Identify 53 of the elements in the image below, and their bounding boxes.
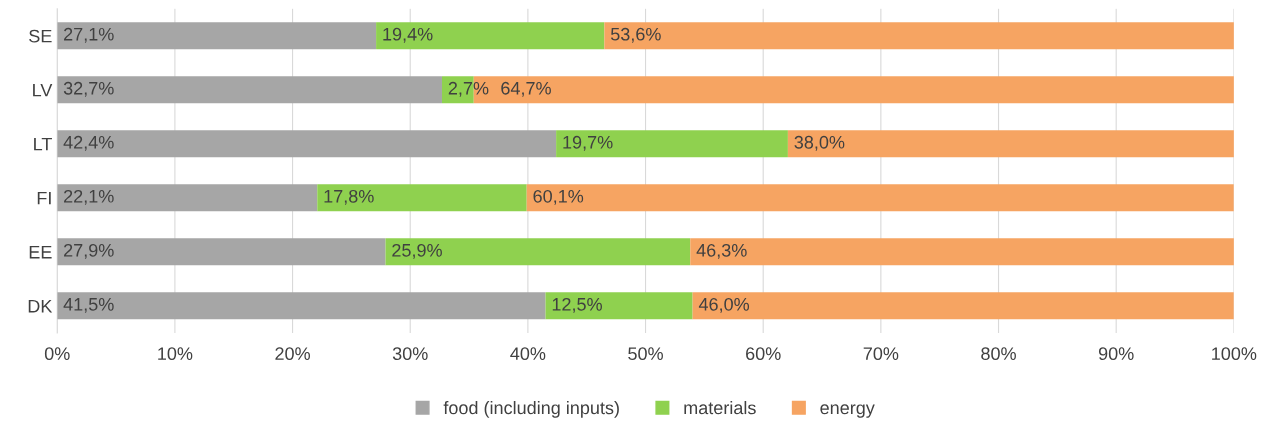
bar <box>57 22 377 50</box>
data-label: 46,0% <box>698 297 750 313</box>
data-label: 64,7% <box>501 81 551 97</box>
x-tick-label: 50% <box>628 347 663 361</box>
bar <box>526 184 1234 212</box>
data-label: 41,5% <box>63 298 114 313</box>
data-label: 12,5% <box>552 297 602 313</box>
x-tick-label: 0% <box>44 347 70 361</box>
bar <box>57 238 386 266</box>
bar <box>57 76 442 104</box>
data-label: 53,6% <box>610 27 661 43</box>
data-label: 25,9% <box>392 243 442 259</box>
bar <box>787 130 1234 158</box>
bar <box>692 292 1234 320</box>
legend-label: materials <box>684 400 756 415</box>
x-tick-label: 100% <box>1212 347 1257 361</box>
bar <box>317 184 527 212</box>
x-tick-label: 30% <box>392 347 428 361</box>
bar <box>57 184 318 212</box>
bar <box>690 238 1234 266</box>
bar <box>57 130 557 158</box>
y-tick-label: LT <box>34 137 52 151</box>
data-label: 27,1% <box>64 27 114 43</box>
x-tick-label: 90% <box>1098 347 1134 361</box>
bar <box>604 22 1234 50</box>
bar <box>385 238 691 266</box>
x-tick-label: 10% <box>158 347 193 361</box>
y-tick-label: LV <box>33 83 53 97</box>
y-tick-label: EE <box>29 245 52 259</box>
data-label: 19,4% <box>383 27 433 43</box>
data-label: 27,9% <box>64 243 114 259</box>
data-label: 17,8% <box>324 189 374 205</box>
y-tick-label: FI <box>37 191 51 205</box>
bar <box>556 130 788 158</box>
x-tick-label: 60% <box>746 347 781 361</box>
x-tick-label: 40% <box>510 347 546 361</box>
bar <box>57 292 546 320</box>
data-label: 42,4% <box>63 135 114 151</box>
data-label: 60,1% <box>533 189 584 205</box>
x-tick-label: 80% <box>981 347 1016 361</box>
x-tick-label: 70% <box>863 347 899 361</box>
data-label: 22,1% <box>64 189 114 205</box>
bar <box>545 292 693 320</box>
data-label: 46,3% <box>696 243 747 259</box>
legend-label: food (including inputs) <box>443 400 619 418</box>
y-tick-label: DK <box>28 299 53 313</box>
data-label: 19,7% <box>563 135 613 151</box>
data-label: 32,7% <box>63 81 114 97</box>
data-label: 38,0% <box>794 135 845 151</box>
bar <box>376 22 605 50</box>
y-tick-label: SE <box>29 29 52 43</box>
legend-label: energy <box>820 404 875 418</box>
x-tick-label: 20% <box>275 347 310 361</box>
